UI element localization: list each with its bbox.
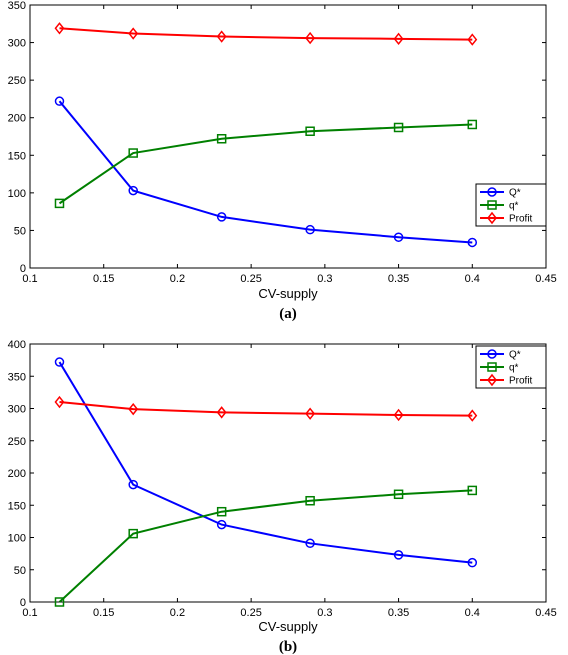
- data-point: [467, 33, 478, 46]
- data-point: [54, 198, 65, 209]
- x-tick-label: 0.35: [388, 607, 409, 619]
- x-tick-label: 0.25: [240, 273, 261, 285]
- x-tick-label: 0.2: [170, 607, 185, 619]
- series-line: [59, 401, 473, 417]
- y-tick-label: 200: [8, 113, 26, 125]
- data-point: [305, 31, 316, 45]
- y-tick-label: 150: [8, 500, 26, 512]
- legend-label: q*: [509, 363, 519, 374]
- y-tick-label: 400: [8, 339, 26, 351]
- y-tick-label: 0: [20, 597, 26, 609]
- data-point: [393, 550, 404, 560]
- data-point: [54, 22, 65, 35]
- data-point: [216, 212, 227, 222]
- data-point: [128, 148, 138, 158]
- chart-panel-1: 0.1 0.15 0.2 0.25 0.3 0.35 0.4 0.45 0 50 100 150 200…: [8, 0, 557, 322]
- data-point: [216, 519, 227, 530]
- data-point: [467, 485, 478, 496]
- data-point: [467, 237, 478, 248]
- y-tick-label: 200: [8, 468, 26, 480]
- y-tick-label: 250: [8, 436, 26, 448]
- x-tick-label: 0.35: [388, 273, 409, 285]
- x-tick-label: 0.2: [170, 273, 185, 285]
- x-tick-label: 0.45: [535, 273, 556, 285]
- x-tick-label: 0.1: [22, 273, 37, 285]
- legend-marker: [487, 200, 497, 210]
- x-tick-label: 0.45: [535, 607, 556, 619]
- series-line: [58, 100, 473, 244]
- data-point: [393, 32, 404, 46]
- data-point: [393, 232, 404, 242]
- y-tick-label: 300: [8, 404, 26, 416]
- data-point: [305, 224, 315, 235]
- data-point: [128, 185, 138, 196]
- legend-label: q*: [509, 201, 519, 212]
- legend-label: Q*: [509, 188, 521, 199]
- data-point: [128, 27, 139, 40]
- y-tick-label: 350: [8, 0, 26, 12]
- x-tick-label: 0.1: [22, 607, 37, 619]
- data-point: [216, 406, 227, 419]
- legend: Q* q* Profit: [475, 183, 547, 227]
- series-line: [58, 123, 473, 205]
- data-point: [305, 538, 315, 549]
- data-point: [54, 597, 65, 607]
- data-point: [393, 489, 404, 500]
- y-tick-label: 350: [8, 371, 26, 383]
- data-point: [128, 528, 138, 539]
- legend-marker: [487, 362, 497, 372]
- plot-area: [29, 4, 547, 269]
- series-line: [58, 361, 473, 564]
- x-tick-label: 0.4: [465, 607, 480, 619]
- y-tick-label: 50: [14, 565, 26, 577]
- x-tick-label: 0.4: [465, 273, 480, 285]
- data-point: [54, 395, 65, 409]
- y-tick-label: 150: [8, 150, 26, 162]
- data-point: [216, 134, 227, 144]
- legend: Q* q* Profit: [475, 345, 547, 389]
- data-point: [467, 119, 478, 130]
- x-tick-label: 0.3: [317, 607, 332, 619]
- chart-caption: (a): [279, 306, 297, 322]
- data-point: [393, 122, 404, 133]
- data-point: [128, 402, 139, 416]
- data-point: [467, 409, 478, 422]
- data-point: [128, 479, 138, 490]
- data-point: [54, 96, 65, 106]
- legend-marker: [487, 211, 497, 225]
- x-tick-label: 0.15: [93, 607, 114, 619]
- y-tick-label: 100: [8, 533, 26, 545]
- data-point: [54, 357, 65, 367]
- series-line: [58, 489, 473, 603]
- plot-area: [29, 343, 547, 603]
- legend-label: Q*: [509, 350, 521, 361]
- data-point: [393, 408, 404, 422]
- x-tick-label: 0.25: [240, 607, 261, 619]
- data-point: [305, 126, 315, 136]
- series-line: [59, 27, 473, 41]
- legend-label: Profit: [509, 376, 533, 387]
- data-point: [467, 557, 478, 568]
- y-tick-label: 100: [8, 188, 26, 200]
- legend-marker: [487, 373, 497, 387]
- legend-label: Profit: [509, 214, 533, 225]
- x-axis-label: CV-supply: [258, 619, 318, 634]
- y-tick-label: 50: [14, 225, 26, 237]
- data-point: [216, 30, 227, 43]
- y-tick-label: 0: [20, 263, 26, 275]
- x-tick-label: 0.15: [93, 273, 114, 285]
- x-axis-label: CV-supply: [258, 286, 318, 301]
- chart-panel-2: 0.1 0.15 0.2 0.25 0.3 0.35 0.4 0.45 0 50 100 150 200…: [8, 339, 557, 655]
- data-point: [216, 506, 227, 517]
- chart-caption: (b): [279, 639, 297, 655]
- y-tick-label: 250: [8, 75, 26, 87]
- data-point: [305, 407, 316, 420]
- legend-marker: [487, 349, 497, 359]
- legend-marker: [487, 187, 497, 197]
- y-tick-label: 300: [8, 38, 26, 50]
- x-tick-label: 0.3: [317, 273, 332, 285]
- data-point: [305, 495, 315, 506]
